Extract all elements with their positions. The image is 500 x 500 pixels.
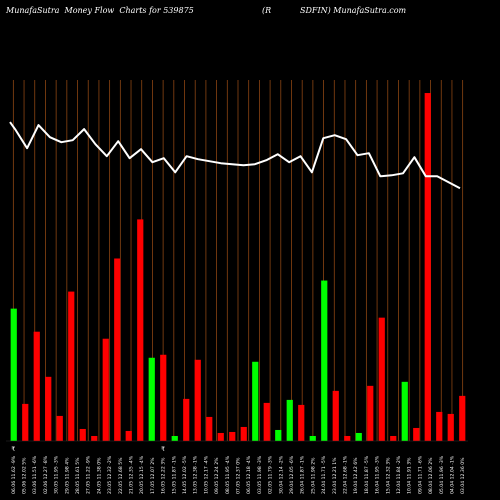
x-tick-label: 18.04 11.87 -5% bbox=[364, 455, 370, 494]
x-tick-label: 06.06 11.62 -9% bbox=[11, 455, 17, 494]
x-tick-label: 15.05 11.87 -1% bbox=[171, 455, 177, 494]
red-bar bbox=[102, 338, 109, 441]
red-bar bbox=[447, 413, 454, 441]
currency-marker: ₹ bbox=[161, 446, 165, 453]
red-bar bbox=[160, 354, 167, 441]
chart-title: MunafaSutra Money Flow Charts for 539875… bbox=[6, 4, 494, 18]
red-bar bbox=[137, 219, 144, 441]
red-bar bbox=[68, 291, 75, 441]
red-bar bbox=[459, 395, 466, 441]
x-tick-label: 22.04 12.68 -1% bbox=[342, 455, 348, 494]
green-bar bbox=[148, 357, 155, 441]
vertical-gridlines bbox=[12, 80, 464, 441]
title-mid: (R bbox=[262, 6, 272, 15]
x-tick-label: 30.05 11.95 -3% bbox=[54, 455, 60, 494]
money-flow-bars bbox=[10, 93, 466, 442]
x-tick-label: 09.04 11.71 -6% bbox=[417, 455, 423, 494]
x-tick-label: 19.04 12.42 6% bbox=[353, 457, 359, 494]
x-tick-label: 08.04 12.06 2% bbox=[428, 457, 434, 494]
x-tick-label: 20.05 12.15 -4% bbox=[139, 455, 145, 494]
x-tick-label: 02.06 12.27 -8% bbox=[43, 455, 49, 494]
x-tick-label: 17.05 12.07 2% bbox=[150, 457, 156, 494]
x-tick-label: 03.05 11.98 -3% bbox=[257, 455, 263, 494]
red-bar bbox=[91, 435, 98, 441]
x-tick-label: 15.04 12.32 3% bbox=[385, 457, 391, 494]
red-bar bbox=[344, 435, 351, 441]
x-tick-label: 05.04 11.96 -3% bbox=[439, 455, 445, 494]
red-bar bbox=[22, 403, 29, 441]
red-bar bbox=[367, 385, 374, 441]
x-tick-label: 27.05 11.22 -9% bbox=[86, 455, 92, 494]
green-bar bbox=[401, 381, 408, 441]
x-tick-label: 04.04 12.04 -1% bbox=[449, 455, 455, 494]
x-tick-label: 03.04 12.36 0% bbox=[460, 457, 466, 494]
price-line bbox=[9, 121, 461, 190]
x-tick-label: 02.05 11.79 -3% bbox=[268, 455, 274, 494]
x-tick-label: 03.06 11.51 -6% bbox=[32, 455, 38, 494]
red-bar bbox=[413, 427, 420, 441]
red-bar bbox=[206, 416, 213, 441]
x-tick-label: 16.04 11.95 -3% bbox=[375, 455, 381, 494]
x-tick-label: 06.05 12.18 -4% bbox=[246, 455, 252, 494]
x-tick-label: 26.04 11.87 -1% bbox=[300, 455, 306, 494]
green-bar bbox=[321, 280, 328, 441]
red-bar bbox=[436, 411, 443, 441]
title-left: MunafaSutra Money Flow Charts for 539875 bbox=[6, 6, 194, 15]
x-tick-label: 10.05 12.17 -4% bbox=[203, 455, 209, 494]
red-bar bbox=[263, 402, 270, 441]
red-bar bbox=[390, 435, 397, 441]
red-bar bbox=[125, 430, 132, 441]
red-bar bbox=[183, 398, 190, 441]
red-bar bbox=[240, 426, 247, 441]
x-tick-label: 21.05 12.35 -4% bbox=[129, 455, 135, 494]
x-tick-label: 13.05 12.38 -1% bbox=[193, 455, 199, 494]
red-bar bbox=[114, 258, 121, 441]
x-tick-label: 25.04 11.98 2% bbox=[310, 457, 316, 494]
x-tick-label: 29.05 11.98 4% bbox=[64, 457, 70, 494]
red-bar bbox=[79, 428, 86, 441]
x-tick-label: 07.05 12.37 0% bbox=[236, 457, 242, 494]
red-bar bbox=[298, 404, 305, 441]
x-tick-label: 28.05 11.61 5% bbox=[75, 457, 81, 494]
x-tick-label: 24.05 11.38 0% bbox=[96, 457, 102, 494]
red-bar bbox=[424, 93, 431, 442]
red-bar bbox=[378, 317, 385, 441]
red-bar bbox=[56, 415, 63, 441]
x-tick-label: 08.05 11.95 -4% bbox=[225, 455, 231, 494]
x-tick-label: 10.04 11.91 3% bbox=[407, 457, 413, 494]
x-tick-label: 23.05 12.32 -2% bbox=[107, 455, 113, 494]
x-tick-label: 29.04 12.05 -6% bbox=[289, 455, 295, 494]
red-bar bbox=[217, 432, 224, 441]
x-tick-label: 23.04 12.21 1% bbox=[332, 457, 338, 494]
green-bar bbox=[355, 432, 362, 441]
red-bar bbox=[332, 390, 339, 441]
green-bar bbox=[275, 429, 282, 441]
red-bar bbox=[229, 431, 236, 441]
x-tick-label: 12.04 11.84 -2% bbox=[396, 455, 402, 494]
x-tick-label: 30.04 12.14 -2% bbox=[278, 455, 284, 494]
x-tick-label: 09.05 12.24 2% bbox=[214, 457, 220, 494]
title-right: SDFIN) MunafaSutra.com bbox=[300, 6, 407, 15]
red-bar bbox=[194, 359, 201, 441]
currency-markers: ₹ ₹ bbox=[11, 446, 165, 453]
green-bar bbox=[309, 435, 316, 441]
x-tick-label: 14.05 12.02 -5% bbox=[182, 455, 188, 494]
green-bar bbox=[252, 361, 259, 441]
red-bar bbox=[33, 331, 40, 441]
green-bar bbox=[286, 399, 293, 441]
green-bar bbox=[171, 435, 178, 441]
green-bar bbox=[10, 308, 17, 441]
red-bar bbox=[45, 376, 52, 441]
x-tick-label: 05.06 12.02 5% bbox=[22, 457, 28, 494]
currency-marker: ₹ bbox=[11, 446, 15, 453]
x-axis-labels: 06.06 11.62 -9% 05.06 12.02 5% 03.06 11.51… bbox=[11, 455, 466, 494]
x-tick-label: 24.04 11.71 -5% bbox=[321, 455, 327, 494]
x-tick-label: 16.05 12.22 3% bbox=[161, 457, 167, 494]
x-tick-label: 22.05 12.68 5% bbox=[118, 457, 124, 494]
